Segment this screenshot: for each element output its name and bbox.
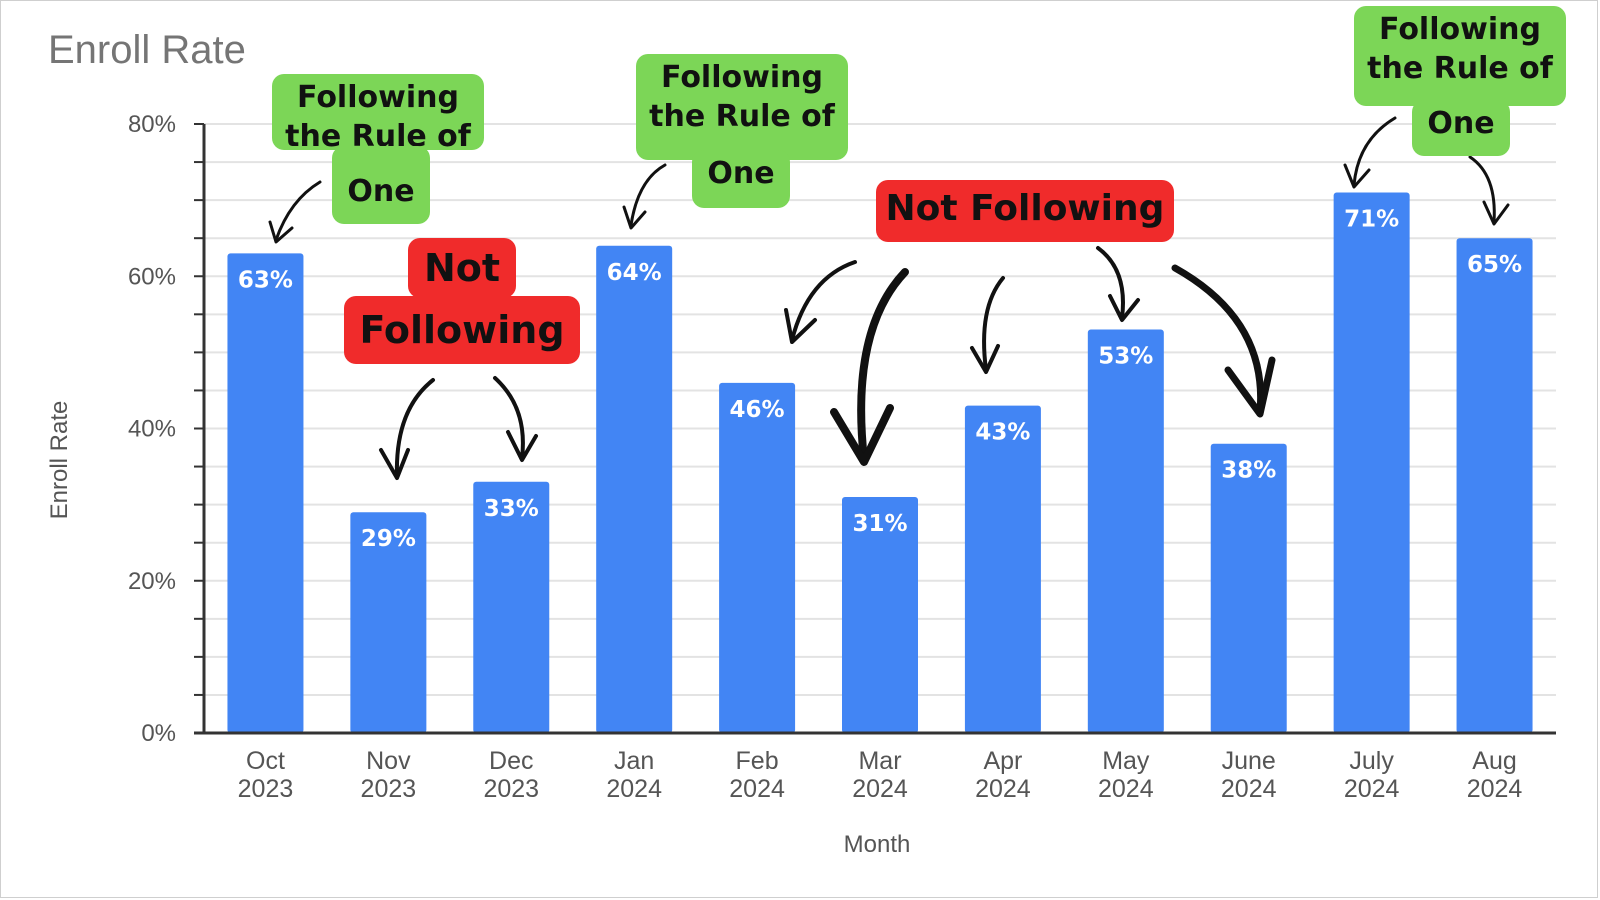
x-tick-label: 2024 [606,775,662,803]
data-label: 33% [484,496,539,522]
bar [1333,192,1410,733]
callout-not-following-feb-june: Not Following [876,180,1174,242]
arrow-to-feb [790,260,857,342]
callout-following-line3: One [1427,106,1495,141]
callout-not-following-nov-dec-top: Not [408,238,516,298]
callout-following-jan: Following the Rule of [636,54,848,160]
bar [227,253,304,733]
arrow-to-july [1352,116,1397,187]
data-label: 63% [238,267,293,293]
x-tick-label: Jan [614,747,654,775]
data-label: 64% [607,260,662,286]
arrow-head-jan [622,205,647,230]
bar [1087,329,1164,733]
callout-following-line2: the Rule of [649,99,835,134]
data-label: 29% [361,526,416,552]
x-tick-label: 2023 [483,775,539,803]
arrow-to-may [1096,246,1125,320]
x-tick-label: Dec [489,747,533,775]
bar [964,405,1041,733]
x-tick-label: 2024 [1467,775,1523,803]
bar [596,245,673,734]
arrow-head-dec [506,430,538,462]
arrow-head-aug [1482,200,1510,226]
arrow-head-june [1224,356,1276,418]
arrow-to-oct [274,180,322,242]
arrow-to-mar [857,268,909,464]
callout-following-july-aug-tail: One [1412,100,1510,156]
data-label: 38% [1221,458,1276,484]
callout-not-following-text: Not Following [885,188,1165,229]
x-tick-label: 2024 [975,775,1031,803]
x-tick-label: July [1349,747,1394,775]
chart-title: Enroll Rate [48,28,246,72]
arrow-to-nov [394,378,435,478]
x-tick-label: 2024 [729,775,785,803]
x-tick-label: May [1102,747,1150,775]
x-axis-title: Month [843,831,911,858]
callout-following-line3: One [707,156,775,191]
arrow-head-may [1108,294,1140,322]
y-tick-label: 40% [128,416,176,443]
callout-following-line1: Following [661,60,823,95]
arrow-head-feb [784,308,817,344]
y-tick-label: 0% [141,720,176,747]
arrow-to-dec [493,376,525,460]
x-tick-label: June [1222,747,1276,775]
x-tick-label: Mar [858,747,901,775]
callout-not-word: Not [423,246,501,290]
arrow-head-mar [830,404,894,466]
x-tick-label: Apr [983,747,1022,775]
data-label: 53% [1098,344,1153,370]
callout-following-line1: Following [1379,12,1541,47]
x-tick-label: Oct [246,747,285,775]
y-tick-label: 20% [128,568,176,595]
callout-following-july-aug: Following the Rule of [1354,6,1566,106]
bar [719,382,796,733]
arrow-to-apr [982,276,1005,372]
callout-following-word: Following [359,308,565,352]
bar [350,512,427,733]
data-label: 65% [1467,252,1522,278]
x-tick-label: 2024 [1098,775,1154,803]
arrow-head-nov [379,448,410,480]
x-tick-label: 2023 [238,775,294,803]
callout-following-line3: One [347,174,415,209]
callout-following-jan-tail: One [692,150,790,208]
callout-following-oct-tail: One [332,146,430,224]
arrow-to-jan [629,163,667,227]
data-label: 43% [975,420,1030,446]
data-label: 46% [730,397,785,423]
bar [1456,238,1533,733]
x-tick-label: 2024 [1221,775,1277,803]
data-label: 31% [852,511,907,537]
arrow-head-apr [970,344,1000,374]
x-tick-label: Feb [736,747,779,775]
arrow-head-oct [268,220,294,244]
callout-not-following-nov-dec-bottom: Following [344,296,580,364]
x-tick-label: Nov [366,747,411,775]
y-tick-label: 60% [128,263,176,290]
callout-following-line1: Following [297,80,459,115]
arrow-to-aug [1468,155,1496,224]
x-tick-label: 2024 [1344,775,1400,803]
x-tick-label: Aug [1472,747,1516,775]
bar [473,481,550,733]
data-label: 71% [1344,207,1399,233]
callout-following-oct: Following the Rule of [272,74,484,154]
callout-following-line2: the Rule of [1367,51,1553,86]
bar [842,497,918,733]
arrow-head-july [1343,163,1371,189]
x-tick-label: 2023 [361,775,417,803]
bar [1210,443,1287,733]
y-tick-label: 80% [128,111,176,138]
x-tick-label: 2024 [852,775,908,803]
arrow-to-june [1171,264,1265,416]
